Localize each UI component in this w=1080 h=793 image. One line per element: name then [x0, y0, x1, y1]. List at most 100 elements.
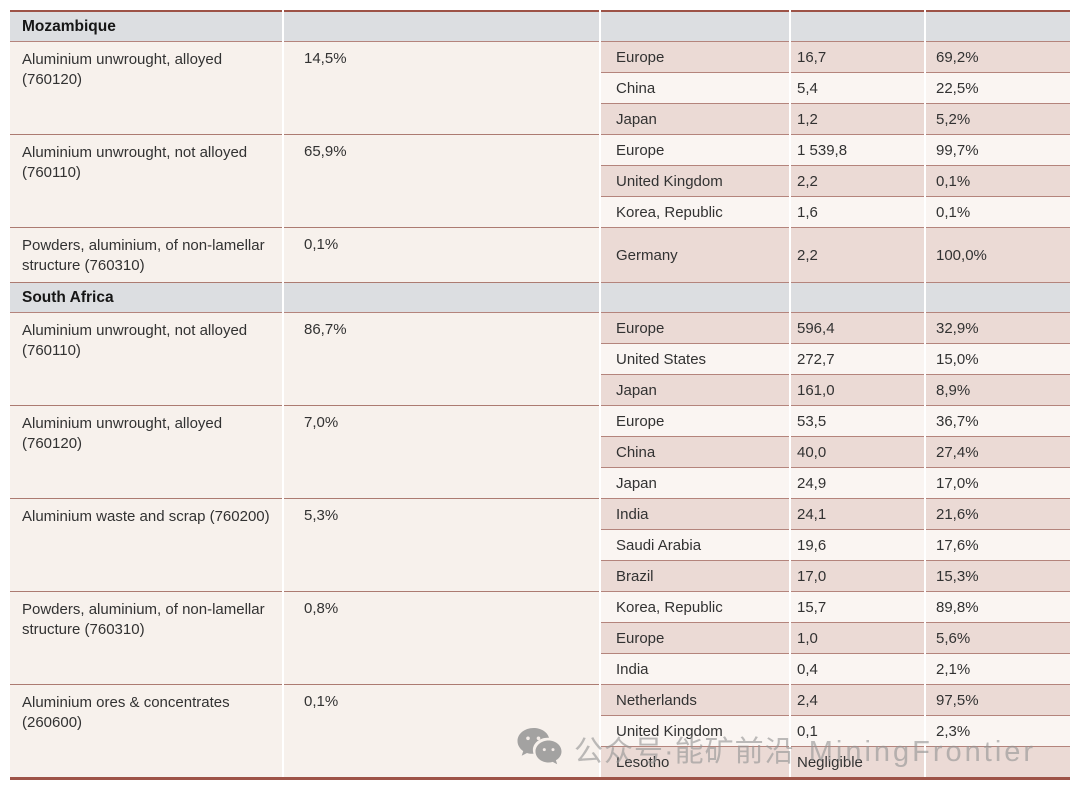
product-cell: Aluminium ores & concentrates (260600) — [10, 684, 283, 779]
section-header: South Africa — [10, 282, 283, 313]
destination-row: Aluminium unwrought, alloyed (760120) 7,0… — [10, 405, 1070, 499]
destination-row: China 40,0 27,4% — [10, 436, 1070, 468]
destination-share-cell: 17,0% — [924, 467, 1070, 499]
destination-row: Japan 24,9 17,0% — [10, 467, 1070, 499]
destination-share-cell: 36,7% — [924, 405, 1070, 437]
destination-share-cell: 17,6% — [924, 529, 1070, 561]
section-header: Mozambique — [10, 10, 283, 42]
destination-row: Japan 1,2 5,2% — [10, 103, 1070, 135]
destination-value-cell: 2,2 — [789, 227, 925, 283]
destination-share-cell: 5,2% — [924, 103, 1070, 135]
section-header-spacer — [924, 282, 1070, 313]
destination-value-cell: 2,2 — [789, 165, 925, 197]
destination-share-cell: 21,6% — [924, 498, 1070, 530]
destination-value-cell: 596,4 — [789, 312, 925, 344]
destination-value-cell: 5,4 — [789, 72, 925, 104]
destination-value-cell: 19,6 — [789, 529, 925, 561]
destination-share-cell: 0,1% — [924, 196, 1070, 228]
destination-row: Europe 1,0 5,6% — [10, 622, 1070, 654]
destination-value-cell: 1,0 — [789, 622, 925, 654]
destination-row: Aluminium waste and scrap (760200) 5,3% In… — [10, 498, 1070, 592]
destination-country-cell: Japan — [599, 103, 790, 135]
product-cell: Powders, aluminium, of non-lamellar stru… — [10, 227, 283, 283]
destination-country-cell: Korea, Republic — [599, 196, 790, 228]
destination-value-cell: 16,7 — [789, 41, 925, 73]
destination-share-cell: 97,5% — [924, 684, 1070, 716]
destination-country-cell: United Kingdom — [599, 165, 790, 197]
destination-share-cell: 2,3% — [924, 715, 1070, 747]
destination-country-cell: Saudi Arabia — [599, 529, 790, 561]
product-share-cell: 86,7% — [282, 312, 600, 406]
destination-row: United Kingdom 0,1 2,3% — [10, 715, 1070, 747]
destination-share-cell: 99,7% — [924, 134, 1070, 166]
destination-country-cell: Lesotho — [599, 746, 790, 779]
destination-share-cell: 27,4% — [924, 436, 1070, 468]
product-share-cell: 7,0% — [282, 405, 600, 499]
destination-value-cell: 53,5 — [789, 405, 925, 437]
product-cell: Aluminium waste and scrap (760200) — [10, 498, 283, 592]
destination-country-cell: Netherlands — [599, 684, 790, 716]
destination-country-cell: Japan — [599, 467, 790, 499]
destination-share-cell: 69,2% — [924, 41, 1070, 73]
destination-value-cell: 0,1 — [789, 715, 925, 747]
export-destinations-table: Mozambique Aluminium unwrought, alloyed (… — [10, 10, 1070, 780]
destination-value-cell: 24,1 — [789, 498, 925, 530]
export-table-container: Mozambique Aluminium unwrought, alloyed (… — [10, 10, 1070, 780]
destination-share-cell — [924, 746, 1070, 779]
destination-row: Aluminium unwrought, alloyed (760120) 14,… — [10, 41, 1070, 135]
destination-share-cell: 15,3% — [924, 560, 1070, 592]
destination-share-cell: 15,0% — [924, 343, 1070, 375]
destination-value-cell: 24,9 — [789, 467, 925, 499]
destination-row: Saudi Arabia 19,6 17,6% — [10, 529, 1070, 561]
product-share-cell: 0,8% — [282, 591, 600, 685]
section-header-spacer — [599, 282, 790, 313]
product-cell: Aluminium unwrought, not alloyed (760110… — [10, 312, 283, 406]
destination-row: India 0,4 2,1% — [10, 653, 1070, 685]
destination-country-cell: Japan — [599, 374, 790, 406]
destination-row: China 5,4 22,5% — [10, 72, 1070, 104]
destination-country-cell: India — [599, 498, 790, 530]
destination-share-cell: 89,8% — [924, 591, 1070, 623]
destination-row: Korea, Republic 1,6 0,1% — [10, 196, 1070, 228]
destination-value-cell: Negligible — [789, 746, 925, 779]
section-header-spacer — [282, 10, 600, 42]
destination-country-cell: Europe — [599, 41, 790, 73]
product-share-cell: 0,1% — [282, 684, 600, 779]
destination-row: Powders, aluminium, of non-lamellar stru… — [10, 591, 1070, 685]
section-header-spacer — [599, 10, 790, 42]
destination-value-cell: 15,7 — [789, 591, 925, 623]
destination-share-cell: 0,1% — [924, 165, 1070, 197]
destination-row: United Kingdom 2,2 0,1% — [10, 165, 1070, 197]
section-header-spacer — [924, 10, 1070, 42]
destination-row: Lesotho Negligible — [10, 746, 1070, 779]
product-cell: Aluminium unwrought, alloyed (760120) — [10, 41, 283, 135]
destination-share-cell: 22,5% — [924, 72, 1070, 104]
destination-share-cell: 32,9% — [924, 312, 1070, 344]
destination-row: Brazil 17,0 15,3% — [10, 560, 1070, 592]
destination-value-cell: 1,6 — [789, 196, 925, 228]
destination-row: Powders, aluminium, of non-lamellar stru… — [10, 227, 1070, 283]
destination-value-cell: 1,2 — [789, 103, 925, 135]
product-share-cell: 0,1% — [282, 227, 600, 283]
destination-country-cell: United States — [599, 343, 790, 375]
section-row: South Africa — [10, 282, 1070, 313]
destination-country-cell: Korea, Republic — [599, 591, 790, 623]
destination-country-cell: China — [599, 436, 790, 468]
destination-value-cell: 17,0 — [789, 560, 925, 592]
product-cell: Aluminium unwrought, alloyed (760120) — [10, 405, 283, 499]
destination-row: Aluminium ores & concentrates (260600) 0,… — [10, 684, 1070, 779]
section-header-spacer — [282, 282, 600, 313]
destination-country-cell: India — [599, 653, 790, 685]
product-share-cell: 5,3% — [282, 498, 600, 592]
section-row: Mozambique — [10, 10, 1070, 42]
section-header-spacer — [789, 282, 925, 313]
destination-value-cell: 1 539,8 — [789, 134, 925, 166]
destination-country-cell: Europe — [599, 134, 790, 166]
destination-value-cell: 272,7 — [789, 343, 925, 375]
destination-country-cell: Europe — [599, 622, 790, 654]
destination-row: United States 272,7 15,0% — [10, 343, 1070, 375]
destination-row: Aluminium unwrought, not alloyed (760110… — [10, 134, 1070, 228]
destination-row: Japan 161,0 8,9% — [10, 374, 1070, 406]
destination-value-cell: 0,4 — [789, 653, 925, 685]
destination-share-cell: 2,1% — [924, 653, 1070, 685]
